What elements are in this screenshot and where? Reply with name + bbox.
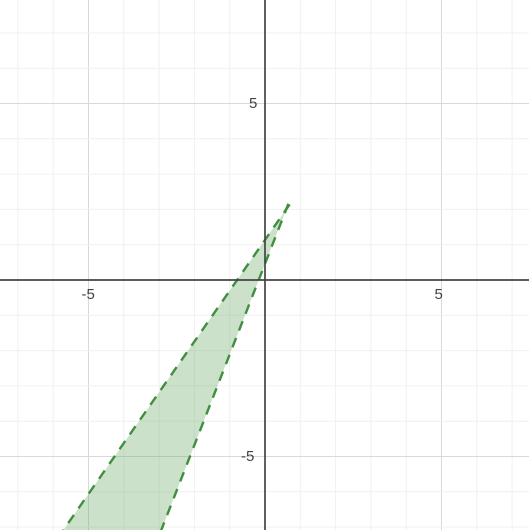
- y-tick-label: -5: [241, 448, 254, 465]
- x-tick-label: 5: [435, 286, 443, 303]
- plane-svg: [0, 0, 529, 530]
- coordinate-plane-chart: -5 5 5 -5: [0, 0, 529, 530]
- y-tick-label: 5: [249, 95, 257, 112]
- x-tick-label: -5: [82, 286, 95, 303]
